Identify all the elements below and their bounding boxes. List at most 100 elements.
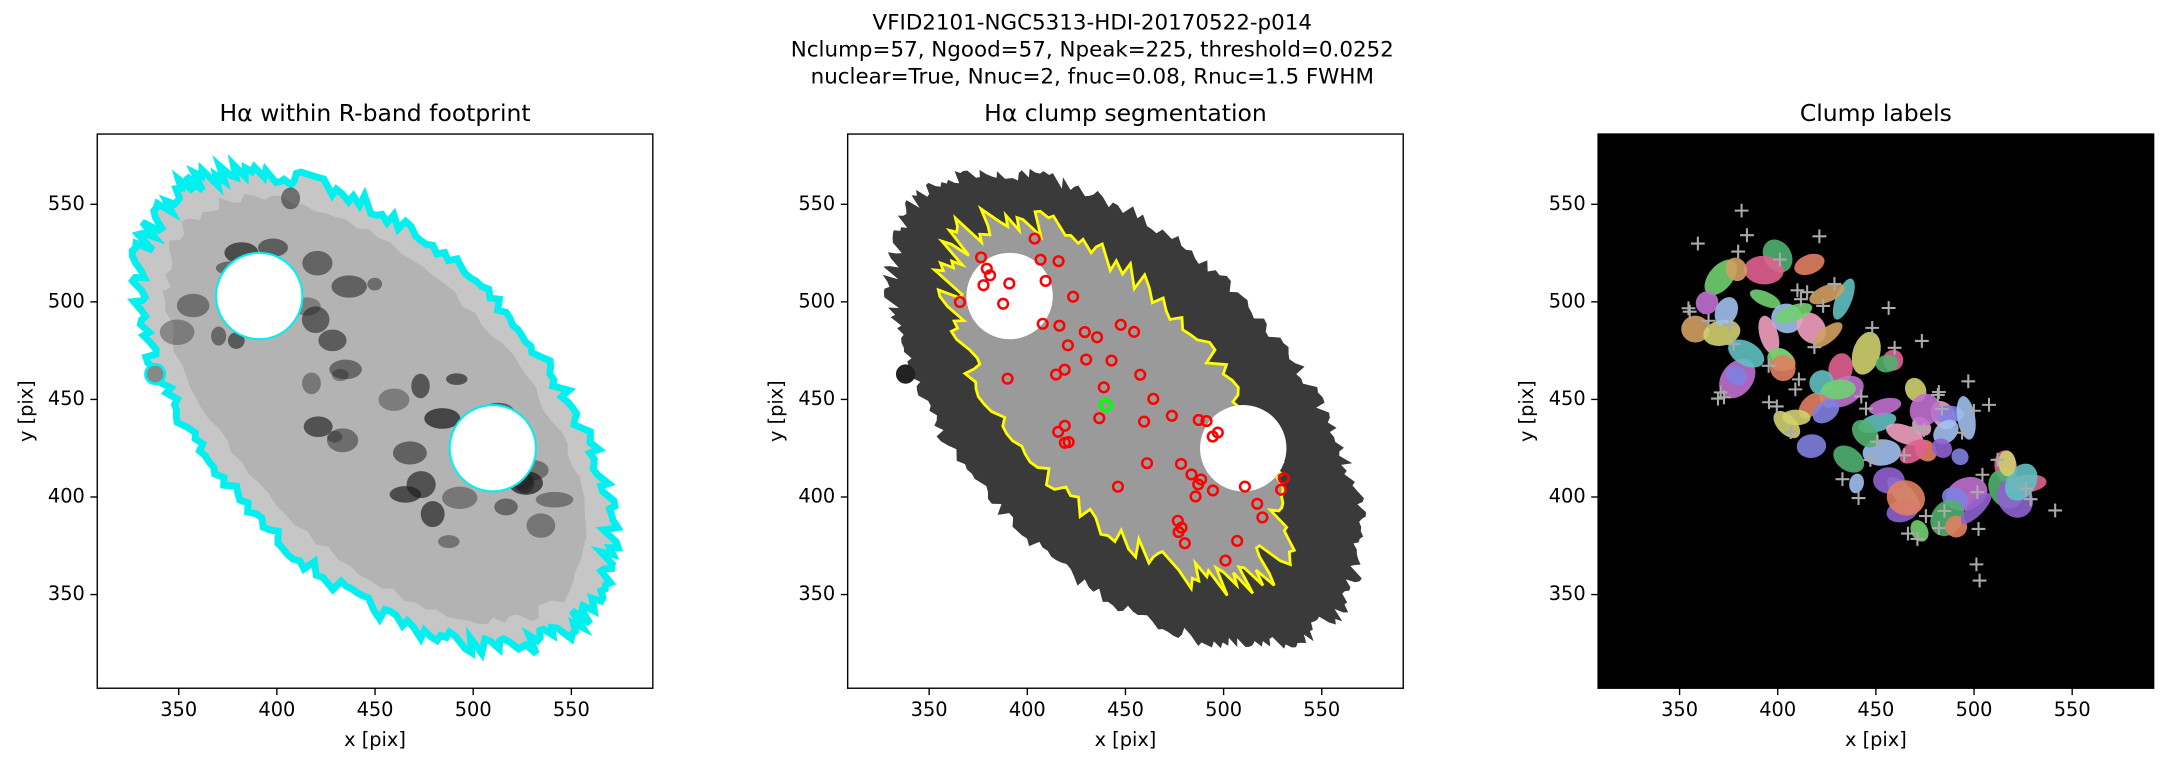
- clump-label: [1758, 315, 1780, 355]
- emission-blob: [526, 513, 556, 538]
- peak-marker: [1851, 491, 1866, 505]
- clump-label: [1796, 434, 1827, 459]
- peak-marker: [1682, 304, 1697, 319]
- clump-marker: [1277, 472, 1290, 485]
- peak-marker: [1990, 452, 2005, 467]
- emission-blob: [411, 373, 430, 399]
- y-tick-label: 450: [1549, 387, 1586, 410]
- clump-label: [1931, 438, 1953, 458]
- y-axis-label: y [pix]: [765, 380, 788, 442]
- clump-label: [1998, 450, 2016, 477]
- clump-label: [1951, 448, 1969, 466]
- peak-marker: [1932, 521, 1946, 536]
- peak-marker: [1812, 229, 1827, 244]
- emission-blob: [326, 428, 359, 453]
- clump-label: [1809, 283, 1845, 305]
- peak-marker: [1937, 504, 1952, 518]
- x-tick-label: 400: [1759, 698, 1796, 721]
- clump-marker: [1147, 392, 1160, 405]
- y-tick-label: 350: [1549, 582, 1586, 605]
- figure-title-line: VFID2101-NGC5313-HDI-20170522-p014: [873, 10, 1312, 35]
- x-axis-label: x [pix]: [1095, 728, 1157, 751]
- image: [1598, 134, 2154, 689]
- peak-marker: [1726, 337, 1741, 351]
- peak-marker: [1793, 292, 1808, 307]
- clump-label: [1821, 379, 1856, 400]
- source-blob: [144, 363, 167, 386]
- clump-marker: [1275, 483, 1288, 496]
- clump-marker: [1200, 414, 1213, 428]
- panel: 350 400 450 500 550 350 400 450 500 550 Hα clump s…: [765, 99, 1404, 751]
- clump-marker: [1172, 525, 1185, 539]
- clump-label: [1728, 339, 1765, 368]
- clump-marker: [1028, 232, 1041, 245]
- clump-marker: [1003, 277, 1016, 290]
- x-axis-label: x [pix]: [1845, 728, 1907, 751]
- y-tick-label: 400: [48, 484, 85, 507]
- clump-marker: [1114, 318, 1127, 331]
- clump-label: [1933, 419, 1959, 445]
- y-tick-label: 500: [798, 289, 835, 312]
- x-tick-label: 550: [553, 698, 590, 721]
- peak-marker: [1870, 434, 1884, 449]
- peak-marker: [1722, 317, 1737, 332]
- peak-marker: [1975, 467, 1990, 482]
- masked-star: [1200, 405, 1287, 492]
- peak-marker: [1790, 283, 1805, 298]
- x-tick-label: 550: [2054, 698, 2091, 721]
- peak-marker: [1816, 299, 1831, 313]
- peak-marker: [1969, 557, 1984, 572]
- clump-label: [1868, 397, 1902, 415]
- clump-label: [1833, 445, 1865, 473]
- clump-marker: [1058, 363, 1071, 376]
- masked-star: [214, 251, 304, 341]
- clump-marker: [1111, 480, 1125, 493]
- x-tick-label: 450: [1107, 698, 1144, 721]
- clump-marker: [1138, 415, 1151, 428]
- clump-label: [1875, 354, 1899, 373]
- clump-label: [1775, 303, 1813, 324]
- y-tick-label: 500: [48, 289, 85, 312]
- clump-label: [1749, 289, 1781, 309]
- clump-marker: [1251, 497, 1264, 510]
- emission-blob: [227, 332, 245, 349]
- emission-blob: [176, 293, 210, 318]
- clump-marker: [1134, 368, 1147, 381]
- x-tick-label: 400: [258, 698, 295, 721]
- peak-marker: [1761, 358, 1776, 373]
- peak-marker: [2048, 503, 2063, 518]
- clump-marker: [1034, 253, 1047, 266]
- x-tick-label: 350: [911, 698, 948, 721]
- axes-title: Hα clump segmentation: [984, 99, 1267, 127]
- peak-marker: [1982, 397, 1996, 412]
- clump-marker: [1052, 425, 1065, 438]
- x-tick-label: 350: [1661, 698, 1698, 721]
- clump-marker: [1105, 354, 1118, 367]
- clump-label: [1910, 520, 1929, 542]
- clump-label: [1812, 322, 1843, 348]
- y-tick-label: 500: [1549, 289, 1586, 312]
- emission-blob: [367, 277, 383, 291]
- clump-label: [1681, 315, 1710, 343]
- emission-blob: [378, 388, 410, 411]
- clump-marker: [1174, 457, 1188, 471]
- clump-marker: [1140, 457, 1154, 470]
- peak-marker: [2019, 481, 2033, 496]
- clump-marker: [1039, 274, 1052, 287]
- clump-label: [1852, 419, 1879, 448]
- peak-marker: [1971, 522, 1986, 536]
- image: [847, 134, 1404, 689]
- peak-marker: [1972, 573, 1987, 588]
- peak-marker: [1740, 228, 1754, 243]
- peak-marker: [1681, 301, 1696, 316]
- peak-marker: [1910, 532, 1925, 546]
- nucleus-marker: [1098, 398, 1114, 413]
- peak-marker: [1914, 333, 1929, 348]
- y-tick-label: 550: [1549, 192, 1586, 215]
- emission-blob: [258, 238, 288, 257]
- panel: 350 400 450 500 550 350 400 450 500 550 Hα within …: [14, 99, 654, 751]
- clump-marker: [1231, 534, 1244, 548]
- peak-marker: [1711, 391, 1725, 406]
- x-tick-label: 450: [1857, 698, 1894, 721]
